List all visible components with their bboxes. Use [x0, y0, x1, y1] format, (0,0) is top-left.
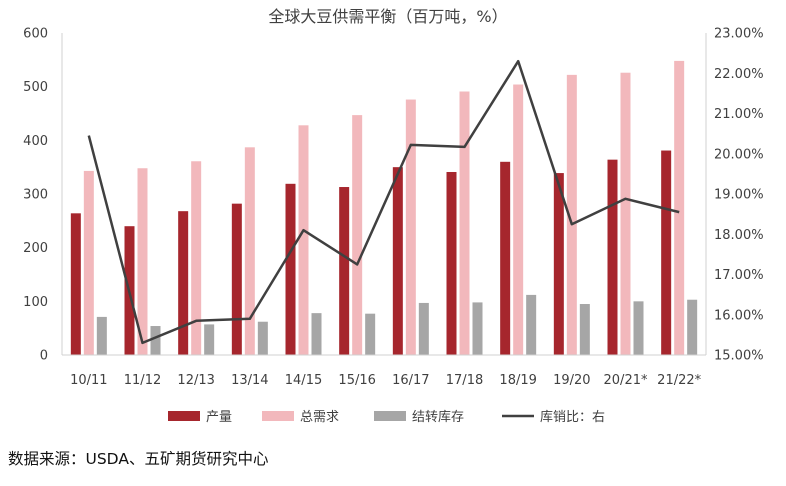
bar-total-demand-10	[621, 73, 631, 355]
y-left-tick-label: 200	[23, 241, 48, 256]
x-tick-label: 17/18	[446, 373, 483, 388]
legend-swatch-0	[168, 411, 200, 421]
bar-total-demand-0	[84, 171, 94, 355]
bar-total-demand-3	[245, 147, 255, 355]
y-right-tick-label: 18.00%	[714, 228, 764, 243]
y-right-tick-label: 15.00%	[714, 349, 764, 364]
source-note: 数据来源：USDA、五矿期货研究中心	[8, 447, 268, 469]
y-right-tick-label: 16.00%	[714, 308, 764, 323]
line-stock-to-use-ratio	[89, 61, 679, 343]
bar-production-2	[178, 211, 188, 355]
bar-ending-stocks-9	[580, 304, 590, 355]
bar-ending-stocks-7	[473, 302, 483, 355]
chart-title: 全球大豆供需平衡（百万吨，%）	[268, 7, 507, 26]
bar-production-10	[608, 160, 618, 355]
legend-label-2: 结转库存	[412, 409, 464, 425]
x-tick-label: 15/16	[338, 373, 375, 388]
x-tick-label: 16/17	[392, 373, 429, 388]
x-tick-label: 11/12	[124, 373, 161, 388]
bar-ending-stocks-11	[687, 300, 697, 355]
y-right-tick-label: 21.00%	[714, 107, 764, 122]
bar-total-demand-4	[299, 125, 309, 355]
x-tick-label: 19/20	[553, 373, 590, 388]
x-tick-label: 10/11	[70, 373, 107, 388]
bar-ending-stocks-2	[204, 324, 214, 355]
bar-total-demand-5	[352, 115, 362, 355]
legend-label-0: 产量	[206, 410, 232, 425]
bar-total-demand-6	[406, 100, 416, 355]
y-left-tick-label: 600	[23, 27, 48, 42]
bar-ending-stocks-8	[526, 295, 536, 355]
bar-production-4	[286, 184, 296, 355]
x-tick-label: 12/13	[177, 373, 214, 388]
y-right-tick-label: 17.00%	[714, 268, 764, 283]
y-right-tick-label: 22.00%	[714, 67, 764, 82]
y-right-tick-label: 20.00%	[714, 147, 764, 162]
bar-production-11	[661, 151, 671, 355]
x-tick-label: 20/21*	[604, 373, 648, 388]
bar-total-demand-8	[513, 85, 523, 355]
bars-layer	[71, 61, 697, 355]
y-left-tick-label: 0	[40, 349, 48, 364]
legend: 产量 总需求 结转库存 库销比：右	[168, 409, 605, 425]
bar-ending-stocks-0	[97, 317, 107, 355]
bar-total-demand-11	[674, 61, 684, 355]
bar-total-demand-7	[460, 91, 470, 355]
y-left-tick-label: 300	[23, 188, 48, 203]
bar-ending-stocks-3	[258, 322, 268, 355]
legend-swatch-2	[374, 411, 406, 421]
legend-swatch-1	[262, 411, 294, 421]
bar-production-8	[500, 162, 510, 355]
y-right-tick-label: 23.00%	[714, 27, 764, 42]
bar-production-0	[71, 213, 81, 355]
x-tick-label: 14/15	[285, 373, 322, 388]
legend-label-3: 库销比：右	[540, 409, 605, 425]
bar-total-demand-2	[191, 161, 201, 355]
legend-label-1: 总需求	[300, 410, 339, 425]
bar-ending-stocks-6	[419, 303, 429, 355]
y-left-tick-label: 500	[23, 80, 48, 95]
bar-production-9	[554, 173, 564, 355]
bar-ending-stocks-4	[312, 313, 322, 355]
y-right-tick-label: 19.00%	[714, 188, 764, 203]
bar-ending-stocks-5	[365, 314, 375, 355]
y-left-tick-label: 400	[23, 134, 48, 149]
x-tick-label: 21/22*	[657, 373, 701, 388]
bar-ending-stocks-10	[634, 301, 644, 355]
x-tick-label: 18/19	[499, 373, 536, 388]
x-tick-label: 13/14	[231, 373, 268, 388]
bar-production-7	[447, 172, 457, 355]
bar-production-6	[393, 167, 403, 355]
y-left-tick-label: 100	[23, 295, 48, 310]
bar-ending-stocks-1	[151, 326, 161, 355]
line-layer	[89, 61, 679, 343]
bar-production-3	[232, 204, 242, 355]
bar-production-5	[339, 187, 349, 355]
